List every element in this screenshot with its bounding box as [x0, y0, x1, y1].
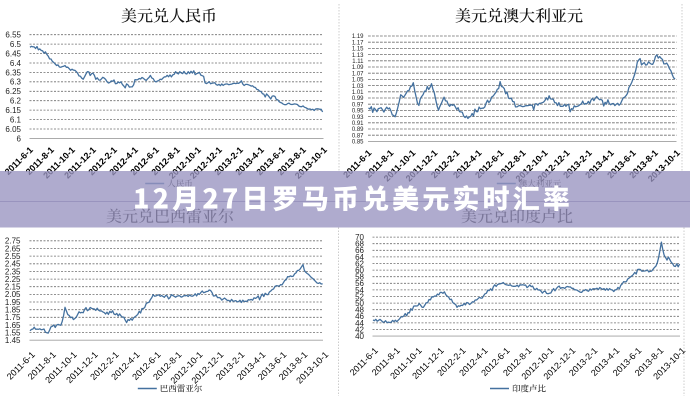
svg-text:6.2: 6.2 — [10, 97, 22, 106]
svg-text:2.55: 2.55 — [5, 252, 21, 261]
svg-text:2.25: 2.25 — [5, 275, 21, 284]
svg-text:44: 44 — [355, 319, 364, 328]
svg-text:6.15: 6.15 — [5, 106, 21, 115]
svg-text:1.19: 1.19 — [352, 34, 364, 40]
svg-text:1.75: 1.75 — [5, 313, 21, 322]
svg-text:1.05: 1.05 — [352, 78, 364, 84]
svg-text:6.55: 6.55 — [5, 31, 21, 40]
svg-text:0.87: 0.87 — [352, 133, 364, 139]
svg-text:1.09: 1.09 — [352, 65, 364, 71]
svg-text:6.35: 6.35 — [5, 68, 21, 77]
svg-text:2.45: 2.45 — [5, 260, 21, 269]
svg-text:2.15: 2.15 — [5, 283, 21, 292]
svg-text:48: 48 — [355, 306, 364, 315]
svg-text:40: 40 — [355, 332, 364, 341]
svg-text:62: 62 — [355, 259, 364, 268]
svg-text:64: 64 — [355, 253, 364, 262]
svg-text:6.05: 6.05 — [5, 125, 21, 134]
svg-text:0.97: 0.97 — [352, 102, 364, 108]
svg-text:54: 54 — [355, 286, 364, 295]
svg-text:1.13: 1.13 — [352, 53, 364, 59]
svg-text:0.95: 0.95 — [352, 109, 364, 115]
svg-text:0.89: 0.89 — [352, 127, 364, 133]
svg-text:1.85: 1.85 — [5, 306, 21, 315]
svg-text:6.25: 6.25 — [5, 87, 21, 96]
svg-text:60: 60 — [355, 266, 364, 275]
svg-text:6.4: 6.4 — [10, 59, 22, 68]
svg-text:2.75: 2.75 — [5, 237, 21, 246]
svg-text:42: 42 — [355, 325, 364, 334]
svg-text:1.65: 1.65 — [5, 321, 21, 330]
svg-text:1.01: 1.01 — [352, 90, 364, 96]
svg-text:52: 52 — [355, 292, 364, 301]
svg-text:1.55: 1.55 — [5, 329, 21, 338]
svg-text:2.65: 2.65 — [5, 244, 21, 253]
svg-text:46: 46 — [355, 312, 364, 321]
svg-text:0.93: 0.93 — [352, 115, 364, 121]
svg-text:70: 70 — [355, 233, 364, 242]
svg-text:6.1: 6.1 — [10, 116, 22, 125]
svg-text:68: 68 — [355, 240, 364, 249]
svg-text:0.91: 0.91 — [352, 121, 364, 127]
svg-text:2.05: 2.05 — [5, 290, 21, 299]
svg-text:1.17: 1.17 — [352, 40, 364, 46]
svg-text:6.45: 6.45 — [5, 49, 21, 58]
svg-text:56: 56 — [355, 279, 364, 288]
svg-text:1.95: 1.95 — [5, 298, 21, 307]
svg-text:1.11: 1.11 — [352, 59, 364, 65]
svg-text:1.07: 1.07 — [352, 71, 364, 77]
svg-text:6.5: 6.5 — [10, 40, 22, 49]
svg-text:58: 58 — [355, 273, 364, 282]
svg-text:1.03: 1.03 — [352, 84, 364, 90]
svg-text:6: 6 — [17, 134, 22, 143]
svg-text:2.35: 2.35 — [5, 267, 21, 276]
svg-text:0.99: 0.99 — [352, 96, 364, 102]
svg-text:50: 50 — [355, 299, 364, 308]
svg-text:6.3: 6.3 — [10, 78, 22, 87]
svg-text:1.45: 1.45 — [5, 336, 21, 345]
svg-text:0.85: 0.85 — [352, 140, 364, 146]
svg-text:1.15: 1.15 — [352, 47, 364, 53]
svg-text:66: 66 — [355, 246, 364, 255]
